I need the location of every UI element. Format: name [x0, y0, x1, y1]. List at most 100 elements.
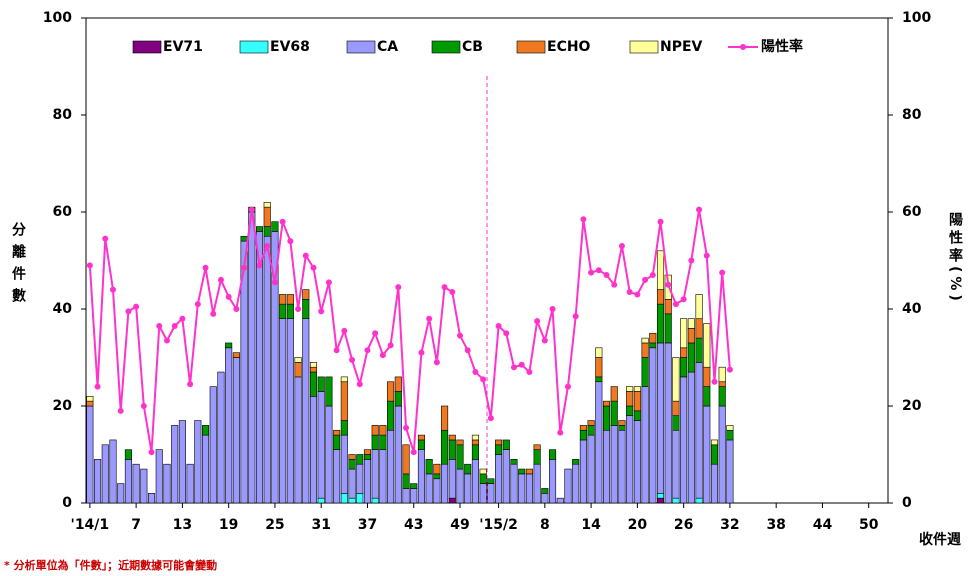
bar-segment	[618, 425, 626, 431]
bar-segment	[248, 211, 256, 504]
x-tick-label: 8	[540, 517, 550, 533]
line-marker	[611, 281, 618, 288]
bar-segment	[325, 405, 333, 504]
legend-label: ECHO	[547, 39, 591, 55]
bar-segment	[479, 483, 487, 504]
bar-segment	[302, 289, 310, 300]
bar-segment	[333, 429, 341, 436]
bar-segment	[602, 405, 611, 431]
bar-segment	[618, 429, 626, 504]
bar-segment	[649, 332, 657, 344]
x-tick-label: 20	[628, 517, 648, 533]
line-marker	[248, 206, 255, 213]
x-tick-label: 26	[674, 517, 693, 533]
bar-segment	[549, 459, 557, 504]
bar-segment	[448, 459, 456, 499]
bar-segment	[317, 376, 325, 392]
bar-segment	[703, 366, 711, 387]
bar-segment	[356, 463, 364, 494]
x-tick-label: 49	[450, 517, 469, 533]
bar-segment	[533, 449, 541, 465]
bar-segment	[340, 420, 348, 436]
line-marker	[102, 235, 109, 242]
bar-segment	[433, 463, 441, 475]
bar-segment	[255, 226, 264, 232]
bar-segment	[502, 449, 510, 504]
bar-segment	[664, 342, 672, 504]
bar-segment	[294, 376, 302, 504]
bar-segment	[456, 468, 464, 504]
bar-segment	[394, 405, 402, 504]
line-marker	[572, 313, 579, 320]
bar-segment	[633, 420, 641, 504]
bar-segment	[155, 449, 163, 504]
bar-segment	[371, 434, 379, 450]
bar-segment	[209, 386, 217, 504]
bar-segment	[263, 206, 271, 227]
line-marker	[233, 306, 240, 312]
bar-segment	[286, 294, 294, 305]
line-marker	[210, 310, 217, 317]
x-tick-label: 13	[173, 517, 192, 533]
line-marker	[125, 308, 132, 315]
bar-segment	[726, 425, 734, 431]
bar-segment	[556, 497, 564, 504]
line-marker	[333, 347, 340, 354]
bar-segment	[687, 371, 695, 504]
y2-tick-label: 60	[902, 204, 922, 220]
legend-label: EV68	[270, 39, 310, 55]
x-tick-label: 7	[131, 517, 141, 533]
bar-segment	[109, 439, 117, 504]
line-marker	[557, 429, 564, 436]
bar-segment	[471, 434, 479, 441]
line-marker	[487, 415, 494, 422]
bar-segment	[579, 439, 587, 504]
bar-segment	[525, 468, 533, 475]
y-tick-label: 0	[62, 495, 72, 511]
line-marker	[410, 449, 417, 456]
legend-swatch	[516, 40, 546, 54]
bar-segment	[186, 463, 194, 504]
line-marker	[549, 306, 556, 312]
bar-segment	[656, 303, 665, 344]
bar-segment	[672, 415, 680, 431]
line-marker	[688, 257, 695, 264]
bar-segment	[279, 294, 287, 305]
bar-segment	[255, 231, 264, 504]
bar-segment	[672, 357, 680, 402]
bar-segment	[394, 376, 402, 392]
bar-segment	[340, 492, 348, 504]
bar-segment	[232, 357, 240, 504]
bar-segment	[641, 337, 649, 344]
line-marker	[534, 318, 541, 325]
bar-segment	[695, 294, 703, 320]
bar-segment	[656, 492, 665, 499]
bar-segment	[610, 386, 618, 402]
bar-segment	[680, 347, 688, 358]
bar-segment	[86, 395, 94, 402]
bar-segment	[263, 226, 271, 237]
x-axis-title: 收件週	[919, 531, 961, 548]
bar-segment	[687, 342, 695, 373]
bar-segment	[595, 347, 603, 358]
bar-segment	[232, 352, 240, 358]
bar-segment	[371, 449, 379, 499]
legend-label: 陽性率	[761, 38, 803, 55]
bar-segment	[587, 425, 595, 436]
line-marker	[510, 364, 517, 371]
bar-segment	[333, 449, 341, 504]
bar-segment	[394, 391, 402, 407]
line-marker	[480, 376, 487, 383]
bar-segment	[579, 429, 587, 441]
line-marker	[318, 308, 325, 315]
bar-segment	[117, 483, 125, 504]
line-marker	[626, 289, 633, 296]
bar-segment	[710, 439, 719, 446]
bar-segment	[533, 463, 541, 504]
bar-segment	[626, 415, 634, 504]
bar-segment	[86, 400, 94, 407]
line-marker	[387, 342, 394, 349]
bar-segment	[656, 250, 665, 290]
footnote: * 分析單位為「件數」；近期數據可能會變動	[4, 558, 217, 572]
bar-segment	[595, 381, 603, 504]
